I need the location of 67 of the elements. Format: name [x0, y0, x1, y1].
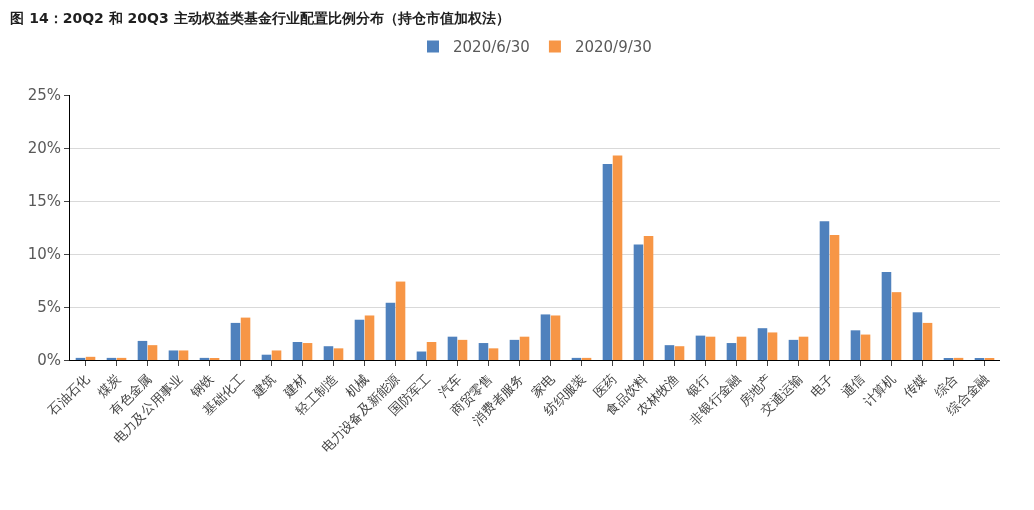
bar [271, 350, 282, 360]
bar [116, 357, 127, 360]
y-tick-label: 15% [27, 192, 61, 211]
bar [571, 357, 582, 360]
y-tick-label: 25% [27, 86, 61, 105]
bar [726, 343, 737, 360]
bar [323, 346, 334, 360]
bar [540, 314, 551, 360]
bar [509, 339, 520, 360]
bar [147, 345, 158, 360]
x-tick-label: 建筑 [248, 371, 279, 401]
bar [426, 341, 437, 360]
bar [302, 343, 313, 360]
bar [633, 244, 644, 360]
bar [447, 336, 458, 360]
bar [240, 317, 251, 360]
bar [364, 315, 375, 360]
bar [891, 292, 902, 360]
bar [705, 336, 716, 360]
bar [664, 345, 675, 360]
bar [695, 335, 706, 360]
bar [385, 302, 396, 360]
bar [788, 339, 799, 360]
bar [881, 272, 892, 360]
bar [292, 341, 303, 360]
bar [457, 339, 468, 360]
chart-title: 图 14：20Q2 和 20Q3 主动权益类基金行业配置比例分布（持仓市值加权法） [10, 9, 510, 26]
bar [912, 312, 923, 360]
bar [488, 348, 499, 360]
x-tick-label: 电子 [807, 371, 837, 401]
legend-label: 2020/9/30 [574, 38, 652, 57]
bar [519, 336, 530, 360]
bar [478, 343, 489, 360]
y-tick-label: 10% [27, 245, 61, 264]
bar [550, 315, 561, 360]
bar [860, 334, 871, 360]
bar [395, 281, 406, 360]
bar [106, 357, 117, 360]
bar [581, 357, 592, 360]
bar [137, 340, 148, 360]
bar [178, 350, 189, 360]
bar [602, 163, 613, 360]
bar [767, 332, 778, 360]
bar [757, 328, 768, 360]
bar [674, 346, 685, 360]
x-tick-label: 传媒 [900, 371, 930, 401]
y-tick-label: 0% [37, 351, 61, 370]
legend-label: 2020/6/30 [453, 38, 530, 57]
bar [75, 357, 86, 360]
bar [85, 356, 96, 360]
bar [643, 235, 654, 360]
bar [819, 221, 830, 360]
bar [354, 319, 365, 360]
bar [612, 155, 623, 360]
bar [953, 357, 964, 360]
bar [230, 322, 241, 360]
y-tick-label: 5% [37, 298, 61, 317]
bar [829, 234, 840, 360]
x-tick-label: 石油石化 [44, 371, 93, 419]
bar [333, 348, 344, 360]
bar [798, 336, 809, 360]
y-tick-label: 20% [27, 139, 61, 158]
bar [850, 330, 861, 360]
bar [922, 322, 933, 360]
bar [199, 357, 210, 360]
bar [168, 350, 179, 360]
bar [736, 336, 747, 360]
